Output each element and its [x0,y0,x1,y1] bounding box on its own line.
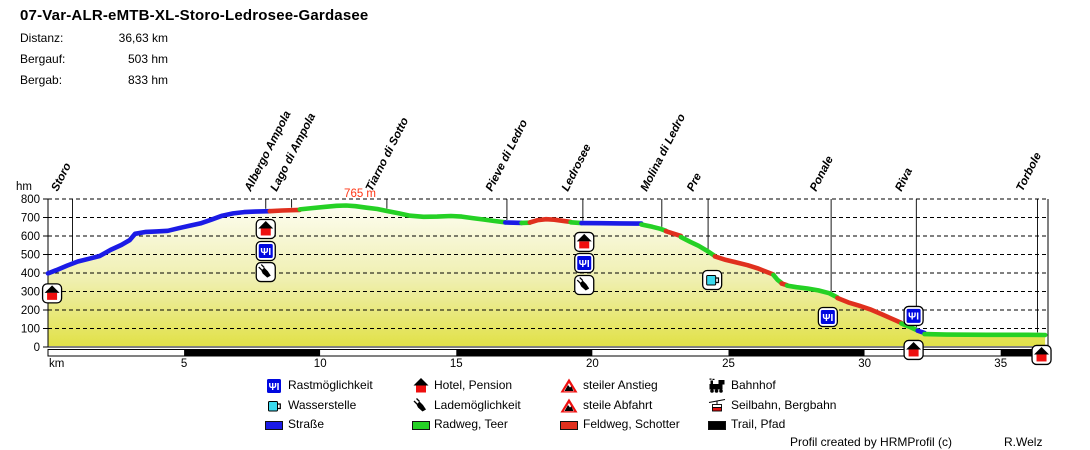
bahnhof-icon [707,376,727,401]
restaurant-icon: ΨΙ [817,306,839,328]
legend-label: steile Abfahrt [583,398,653,412]
stat-row: Bergab: 833 hm [20,73,168,87]
y-tick-label: 600 [21,231,40,243]
surface-swatch-road [265,421,283,430]
charger-icon [255,261,276,283]
svg-text:ΨΙ: ΨΙ [822,313,833,324]
route-segment-road [579,220,644,226]
x-tick-label: 5 [181,358,187,370]
credit-author: R.Welz [1004,435,1043,449]
hotel-icon [574,231,595,253]
stat-label-ascent: Bergauf: [20,52,66,66]
route-segment-gravel [712,254,776,277]
hotel-icon [411,376,431,401]
hotel-icon [903,339,924,361]
svg-text:ΨΙ: ΨΙ [579,259,590,270]
charger-icon [574,274,595,296]
stat-label-distance: Distanz: [20,31,64,45]
surface-swatch-trail [708,421,726,430]
stat-label-descent: Bergab: [20,73,63,87]
route-title: 07-Var-ALR-eMTB-XL-Storo-Ledrosee-Gardas… [20,7,369,24]
stat-row: Bergauf: 503 hm [20,52,168,66]
y-tick-label: 500 [21,250,40,262]
y-axis-title: hm [16,181,32,193]
legend-label: Wasserstelle [288,398,357,412]
y-tick-label: 300 [21,287,40,299]
svg-text:ΨΙ: ΨΙ [269,382,280,393]
scalebar-band [320,349,457,356]
scalebar-band [456,349,593,356]
x-tick-label: 10 [314,358,327,370]
hotel-icon [255,218,276,240]
svg-text:ΨΙ: ΨΙ [260,247,271,258]
route-segment-gravel [835,295,904,326]
hotel-icon [41,283,63,304]
legend-label: steiler Anstieg [583,378,658,392]
steep-down-icon [559,396,579,421]
route-segment-cycleway [922,331,1048,338]
legend-label: Straße [288,417,325,431]
route-segment-cycleway [639,222,669,234]
x-tick-label: 25 [722,358,735,370]
route-segment-gravel [267,207,303,214]
legend-label: Hotel, Pension [434,378,513,392]
stat-value-distance: 36,63 km [118,31,168,45]
legend-label: Radweg, Teer [434,417,508,431]
water-icon [264,396,284,421]
scalebar-band [864,349,1001,356]
route-segment-cycleway [297,203,508,225]
legend-label: Bahnhof [731,378,776,392]
x-tick-label: 20 [586,358,599,370]
route-segment-road [45,208,273,276]
restaurant-icon: ΨΙ [574,252,595,274]
route-segment-cycleway [678,234,718,259]
credit-text: Profil created by HRMProfil (c) [790,435,953,449]
stat-value-descent: 833 hm [127,73,168,87]
steep-up-icon [559,376,579,401]
restaurant-icon: ΨΙ [255,240,276,262]
restaurant-icon: ΨΙ [264,376,284,401]
legend-label: Seilbahn, Bergbahn [731,398,837,412]
restaurant-icon: ΨΙ [903,305,924,327]
legend-label: Lademöglichkeit [434,398,521,412]
route-segment-cycleway [784,283,840,300]
scalebar-band [184,349,321,356]
water-icon [702,269,723,291]
svg-text:ΨΙ: ΨΙ [908,312,919,323]
stat-row: Distanz: 36,63 km [20,31,168,45]
scalebar-band [1000,349,1046,356]
legend-label: Rastmöglichkeit [288,378,373,392]
route-segment-gravel [527,216,573,225]
x-tick-label: 30 [858,358,871,370]
y-tick-label: 100 [21,324,40,336]
surface-swatch-cycleway [412,421,430,430]
x-tick-label: 15 [450,358,463,370]
route-segment-gravel [663,228,684,239]
y-tick-label: 800 [21,194,40,206]
charger-icon [411,396,431,421]
legend-label: Trail, Pfad [731,417,786,431]
x-axis-title: km [49,358,64,370]
hotel-icon [1031,344,1052,366]
x-tick-label: 35 [994,358,1007,370]
scalebar-band [728,349,865,356]
route-segment-cycleway [898,321,921,333]
peak-elevation-label: 765 m [344,188,376,200]
scalebar-band [48,349,185,356]
seilbahn-icon [707,396,727,421]
y-tick-label: 200 [21,305,40,317]
y-tick-label: 0 [34,342,40,354]
scalebar-band [592,349,729,356]
y-tick-label: 700 [21,213,40,225]
terrain-fill [48,205,1046,346]
surface-swatch-gravel [560,421,578,430]
y-tick-label: 400 [21,268,40,280]
legend-label: Feldweg, Schotter [583,417,680,431]
stat-value-ascent: 503 hm [127,52,168,66]
